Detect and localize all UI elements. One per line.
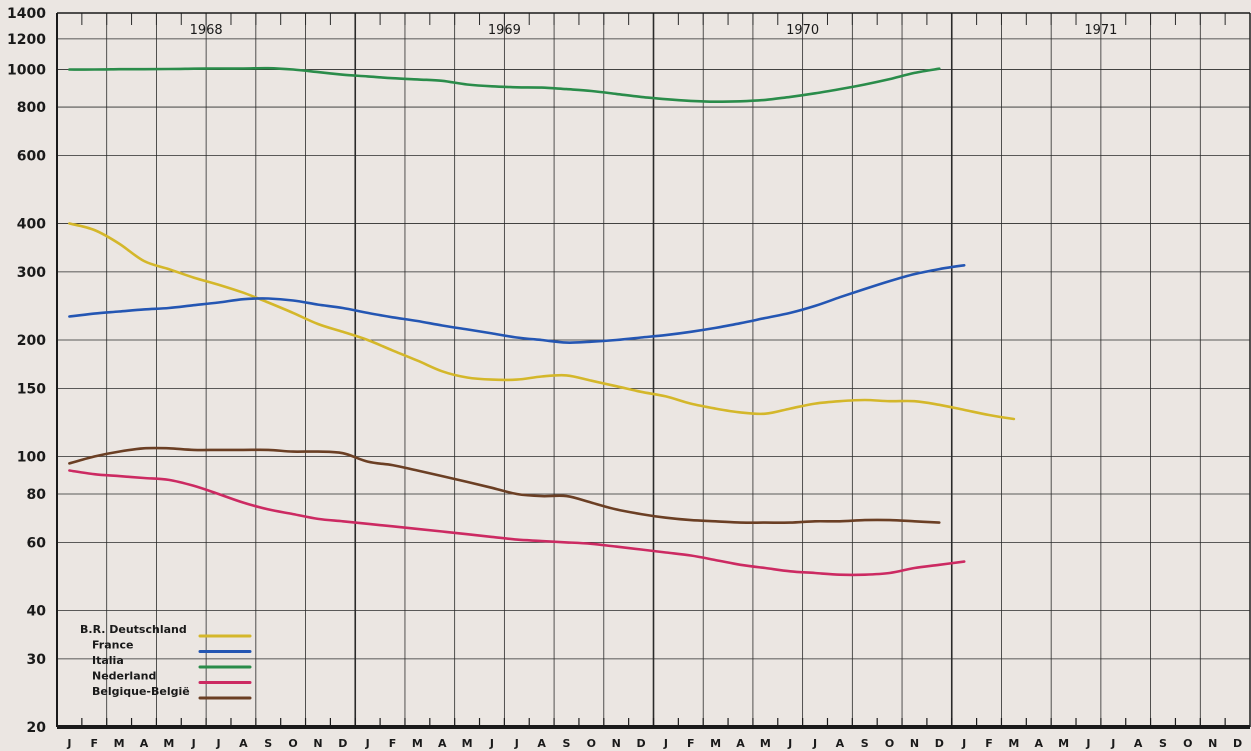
y-tick-label: 80 <box>27 487 47 503</box>
month-tick-label: N <box>1208 737 1217 750</box>
legend-label-b-r-deutschland: B.R. Deutschland <box>80 623 187 636</box>
month-tick-label: F <box>687 737 695 750</box>
y-tick-label: 200 <box>17 333 46 349</box>
series-line-b-r-deutschland <box>68 222 1016 421</box>
legend-label-france: France <box>92 639 133 652</box>
legend: B.R. Deutschland France Italia Nederland Bel… <box>80 623 252 700</box>
year-label: 1968 <box>190 23 223 38</box>
month-tick-label: O <box>1183 737 1192 750</box>
y-tick-label: 100 <box>17 450 46 466</box>
y-tick-label: 600 <box>17 148 46 164</box>
month-tick-label: A <box>239 737 248 750</box>
y-tick-label: 800 <box>17 100 46 116</box>
month-tick-label: J <box>216 737 221 750</box>
month-tick-label: A <box>836 737 845 750</box>
series-line-belgique-belgie <box>68 446 941 524</box>
month-tick-label: M <box>1008 737 1019 750</box>
month-tick-label: J <box>1110 737 1115 750</box>
month-tick-label: M <box>114 737 125 750</box>
month-tick-label: N <box>612 737 621 750</box>
month-tick-label: A <box>140 737 149 750</box>
legend-label-belgique-belgie: Belgique-België <box>92 685 190 698</box>
y-tick-label: 1000 <box>7 63 46 79</box>
month-tick-label: J <box>191 737 196 750</box>
month-tick-label: O <box>885 737 894 750</box>
month-tick-label: J <box>489 737 494 750</box>
month-tick-label: N <box>910 737 919 750</box>
month-tick-label: J <box>1085 737 1090 750</box>
y-tick-label: 400 <box>17 217 46 233</box>
grid <box>56 12 1251 728</box>
month-tick-label: F <box>985 737 993 750</box>
y-tick-label: 30 <box>27 652 47 668</box>
y-tick-label: 1200 <box>7 32 46 48</box>
month-tick-label: J <box>812 737 817 750</box>
year-label: 1970 <box>786 23 819 38</box>
year-label: 1971 <box>1084 23 1117 38</box>
month-tick-label: O <box>288 737 297 750</box>
series-line-italia <box>68 66 941 103</box>
month-tick-label: D <box>338 737 347 750</box>
y-tick-label: 300 <box>17 265 46 281</box>
month-tick-label: F <box>389 737 397 750</box>
month-tick-label: F <box>91 737 99 750</box>
y-tick-label: 60 <box>27 535 47 551</box>
month-tick-label: A <box>438 737 447 750</box>
month-tick-label: N <box>313 737 322 750</box>
month-tick-label: D <box>1233 737 1242 750</box>
month-tick-label: A <box>537 737 546 750</box>
year-label: 1969 <box>488 23 521 38</box>
series-lines <box>68 66 1016 577</box>
axes: 20 30 40 60 80 100 150 200 300 400 600 800 1000 1200 1… <box>7 6 1250 750</box>
legend-label-nederland: Nederland <box>92 670 156 683</box>
month-tick-label: S <box>563 737 571 750</box>
month-tick-label: D <box>637 737 646 750</box>
month-tick-label: O <box>587 737 596 750</box>
month-tick-label: M <box>412 737 423 750</box>
series-line-france <box>68 264 966 344</box>
month-tick-label: J <box>787 737 792 750</box>
month-tick-label: J <box>66 737 71 750</box>
month-tick-label: M <box>163 737 174 750</box>
month-tick-label: A <box>1134 737 1143 750</box>
legend-label-italia: Italia <box>92 654 124 667</box>
month-tick-label: M <box>462 737 473 750</box>
month-tick-label: S <box>861 737 869 750</box>
month-tick-label: J <box>663 737 668 750</box>
month-tick-label: M <box>760 737 771 750</box>
month-tick-label: A <box>736 737 745 750</box>
month-tick-label: S <box>264 737 272 750</box>
y-tick-label: 1400 <box>7 6 46 22</box>
month-tick-label: J <box>365 737 370 750</box>
y-tick-label: 20 <box>27 720 47 736</box>
y-tick-label: 40 <box>27 604 47 620</box>
month-tick-label: D <box>935 737 944 750</box>
month-tick-label: S <box>1159 737 1167 750</box>
month-tick-label: J <box>514 737 519 750</box>
series-line-nederland <box>68 469 966 577</box>
month-tick-label: M <box>1058 737 1069 750</box>
month-tick-label: J <box>961 737 966 750</box>
y-tick-label: 150 <box>17 381 46 397</box>
month-tick-label: M <box>710 737 721 750</box>
month-tick-label: A <box>1034 737 1043 750</box>
